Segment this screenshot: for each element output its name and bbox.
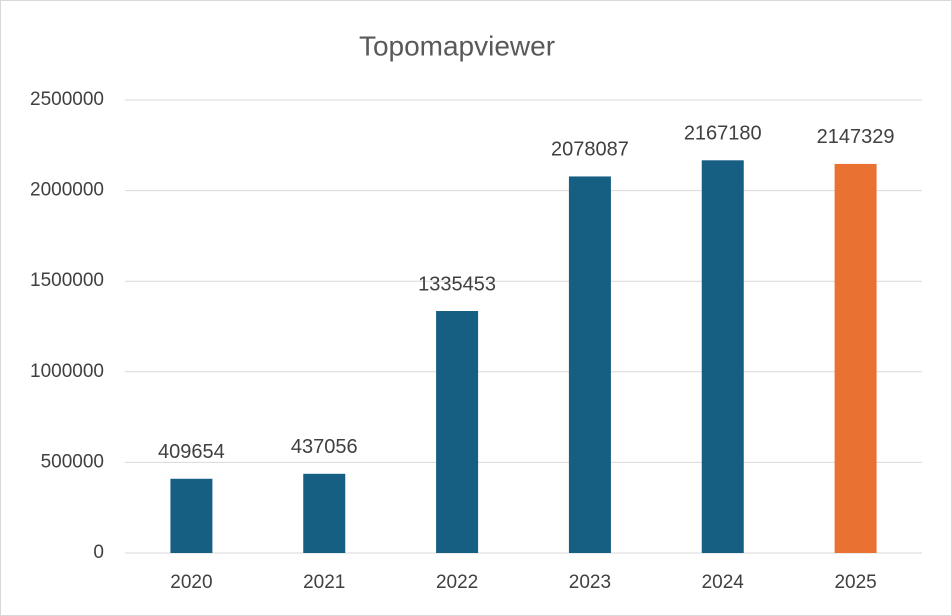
bar [568, 176, 611, 554]
bar [834, 163, 877, 553]
x-tick-label: 2023 [569, 572, 611, 593]
bar [303, 473, 346, 553]
x-tick-label: 2024 [702, 572, 745, 593]
x-tick-label: 2025 [834, 572, 876, 593]
x-tick-label: 2022 [436, 572, 478, 593]
y-tick-label: 1500000 [30, 270, 104, 291]
bar [701, 160, 744, 553]
chart-title: Topomapviewer [359, 30, 555, 61]
data-label: 1335453 [418, 273, 496, 295]
y-tick-label: 0 [93, 542, 104, 563]
bar [436, 311, 479, 553]
y-tick-label: 2000000 [30, 180, 104, 201]
bar [170, 478, 213, 553]
data-label: 409654 [158, 441, 225, 463]
data-label: 2078087 [551, 139, 629, 161]
data-label: 437056 [291, 436, 358, 458]
data-label: 2167180 [684, 123, 762, 145]
x-tick-label: 2020 [170, 572, 212, 593]
y-tick-label: 1000000 [30, 361, 104, 382]
data-label: 2147329 [817, 126, 895, 148]
y-tick-label: 2500000 [30, 89, 104, 110]
x-tick-label: 2021 [303, 572, 345, 593]
y-tick-label: 500000 [41, 451, 104, 472]
